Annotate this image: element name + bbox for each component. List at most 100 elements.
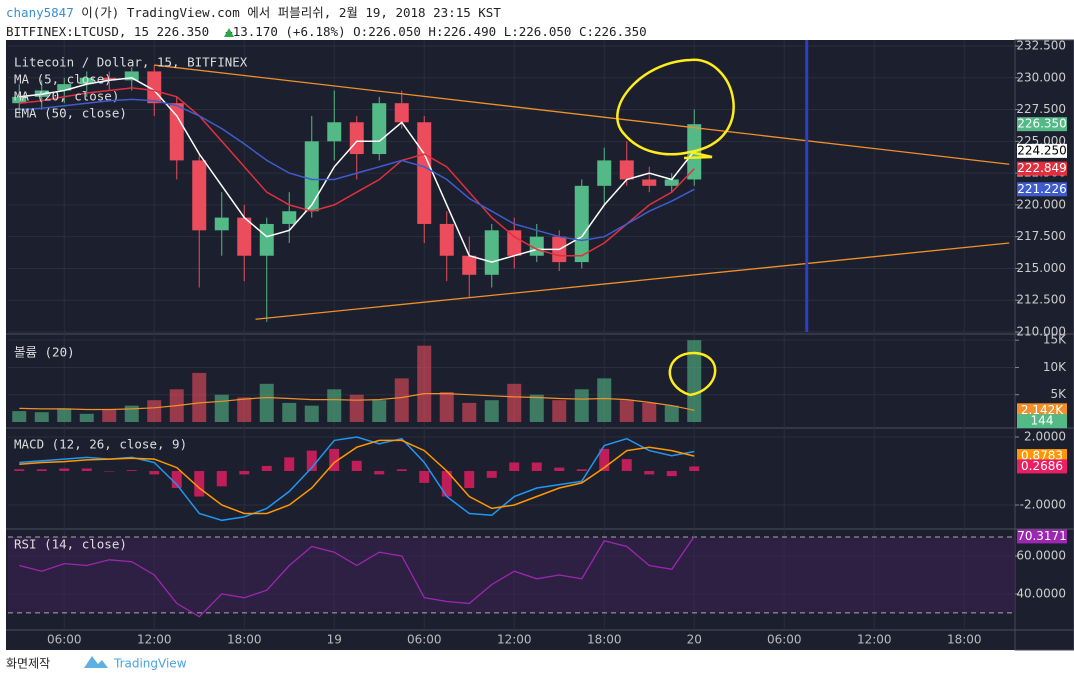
candle-body <box>327 122 342 142</box>
volume-bar <box>394 378 409 422</box>
volume-bar <box>687 340 702 422</box>
publish-line: chany5847 이(가) TradingView.com 에서 퍼블리쉬, … <box>6 5 501 20</box>
price-label-bg <box>1017 143 1067 158</box>
candle-body <box>169 103 184 161</box>
y-tick-label: 217.500 <box>1016 229 1066 243</box>
published: 이(가) TradingView.com 에서 퍼블리쉬, 2월 19, 201… <box>81 5 501 20</box>
legend-entry: MA (5, close) <box>14 72 112 87</box>
trend-line <box>154 64 1010 165</box>
histogram-bar <box>149 471 160 475</box>
histogram-bar <box>284 457 295 472</box>
macd-line <box>19 436 695 522</box>
candle-body <box>349 122 364 155</box>
footer-brand[interactable]: TradingView <box>113 657 187 671</box>
candle-body <box>484 230 499 275</box>
annotations <box>616 58 735 397</box>
ma-line <box>19 77 695 263</box>
volume-bar <box>619 400 634 422</box>
x-tick-label: 19 <box>327 633 342 647</box>
y-tick-label: 227.500 <box>1016 102 1066 116</box>
up-arrow <box>224 28 234 37</box>
rsi-band <box>8 537 1015 613</box>
histogram-bar <box>171 471 182 489</box>
price-label-bg <box>1017 117 1067 132</box>
candle-body <box>282 211 297 224</box>
volume-bar <box>214 394 229 422</box>
y-tick-label: 220.000 <box>1016 197 1066 211</box>
candle-body <box>574 185 589 263</box>
ohlc-open: O:226.050 <box>353 24 421 39</box>
candle-body <box>237 217 252 256</box>
panel-title: 볼륨 (20) <box>14 345 75 360</box>
candle-body <box>462 255 477 275</box>
histogram-bar <box>689 466 700 472</box>
y-tick-label: 10K <box>1043 360 1067 374</box>
x-tick-label: 06:00 <box>47 633 82 647</box>
legend-entry: MA (20, close) <box>14 89 119 104</box>
y-tick-label: 230.000 <box>1016 70 1066 84</box>
ohlc-high: H:226.490 <box>428 24 496 39</box>
price-label: 221.226 <box>1017 182 1067 196</box>
x-tick-label: 12:00 <box>137 633 172 647</box>
volume-bar <box>282 402 297 422</box>
histogram-bar <box>59 468 70 472</box>
volume-bar <box>327 389 342 422</box>
histogram-bar <box>554 467 565 472</box>
price-label: 0.2686 <box>1021 459 1063 473</box>
volume-bar <box>529 394 544 422</box>
histogram-bar <box>261 465 272 472</box>
brand-logo[interactable] <box>84 656 108 668</box>
symbol-line: BITFINEX:LTCUSD, 15 226.350 +13.170 (+6.1… <box>6 24 647 39</box>
y-tick-label: 212.500 <box>1016 293 1066 307</box>
candle-body <box>372 103 387 155</box>
price-label-bg <box>1017 414 1067 429</box>
price-axis-bg <box>1014 39 1074 651</box>
volume-bar <box>484 400 499 422</box>
volume-bar <box>237 397 252 422</box>
ma-line <box>19 98 695 242</box>
x-tick-label: 12:00 <box>857 633 892 647</box>
volume-bar <box>597 378 612 422</box>
histogram-bar <box>486 471 497 478</box>
candle-body <box>192 160 207 231</box>
volume-bar <box>372 400 387 422</box>
price-label: 222.849 <box>1017 161 1067 175</box>
volume-bar <box>12 411 27 422</box>
histogram-bar <box>374 471 385 475</box>
volume-bar <box>79 413 94 422</box>
y-tick-label: 60.0000 <box>1016 548 1066 562</box>
candle-body <box>664 179 679 186</box>
price-label-bg <box>1017 403 1067 418</box>
x-tick-label: 18:00 <box>947 633 982 647</box>
price-label: 70.3171 <box>1017 529 1067 543</box>
volume-bar <box>349 394 364 422</box>
histogram-bar <box>621 459 632 472</box>
histogram-bar <box>194 471 205 497</box>
ohlc-close: C:226.350 <box>579 24 647 39</box>
histogram-bar <box>126 470 137 472</box>
x-tick-label: 06:00 <box>767 633 802 647</box>
volume-bar <box>462 402 477 422</box>
volume-bar <box>507 383 522 422</box>
price-label-bg <box>1017 529 1067 544</box>
volume-bar <box>417 345 432 422</box>
price-label-bg <box>1017 459 1067 474</box>
y-tick-label: 210.000 <box>1016 325 1066 339</box>
histogram-bar <box>464 471 475 489</box>
price-label-bg <box>1017 161 1067 176</box>
histogram-bar <box>81 468 92 472</box>
histogram-bar <box>666 471 677 477</box>
histogram-bar <box>509 462 520 472</box>
footer-caption: 화면제작 <box>6 657 50 671</box>
histogram-bar <box>239 471 250 475</box>
candle-body <box>619 160 634 180</box>
histogram-bar <box>531 462 542 472</box>
candle-body <box>214 217 229 231</box>
candle-body <box>597 160 612 186</box>
user[interactable]: chany5847 <box>6 5 74 20</box>
price-label: 2.142K <box>1021 403 1064 417</box>
highlight-circle <box>668 351 717 397</box>
candle-body <box>507 230 522 256</box>
volume-bar <box>147 400 162 422</box>
